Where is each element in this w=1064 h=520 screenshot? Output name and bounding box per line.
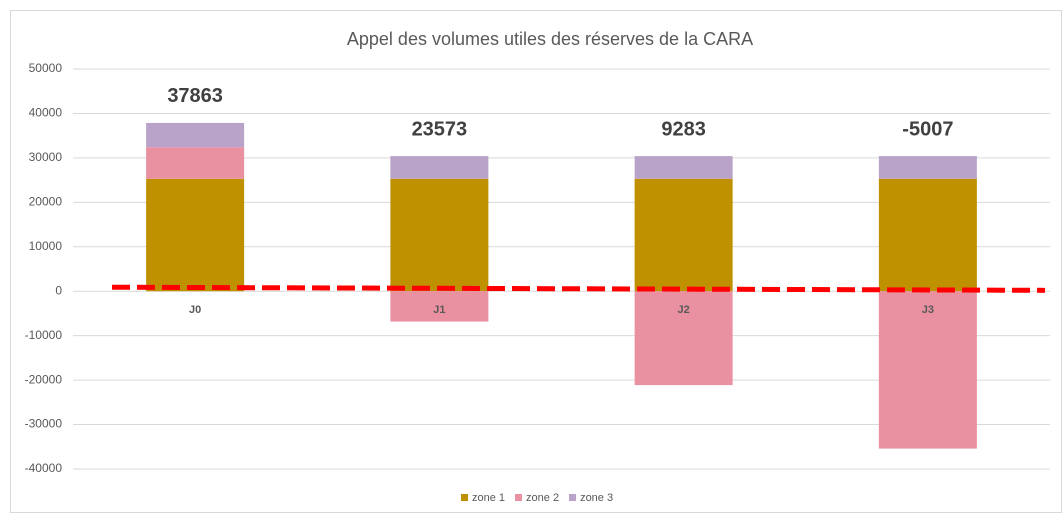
y-tick-label: -10000 xyxy=(25,328,63,342)
bar-segment xyxy=(878,178,977,292)
bar-segment xyxy=(146,178,245,292)
x-tick-label: J3 xyxy=(922,304,934,316)
total-label: 37863 xyxy=(167,85,223,107)
bar-segment xyxy=(634,178,733,292)
y-tick-label: 20000 xyxy=(29,195,63,209)
bar-segment xyxy=(878,291,977,449)
legend-swatch xyxy=(515,494,523,501)
reference-line xyxy=(111,284,1046,293)
bar-segment xyxy=(390,178,489,292)
y-tick-label: 50000 xyxy=(29,61,63,75)
bar-segment xyxy=(146,147,245,179)
y-tick-label: 40000 xyxy=(29,106,63,120)
total-label: 23573 xyxy=(412,118,468,140)
bar-segment xyxy=(634,291,733,386)
legend: zone 1 zone 2 zone 3 xyxy=(461,492,613,504)
legend-swatch xyxy=(569,494,577,501)
x-tick-label: J2 xyxy=(678,304,690,316)
legend-label: zone 3 xyxy=(580,492,613,504)
y-tick-label: 10000 xyxy=(29,239,63,253)
chart-title: Appel des volumes utiles des réserves de… xyxy=(347,29,753,49)
total-label: -5007 xyxy=(902,118,953,140)
bar-segment xyxy=(146,122,245,148)
bar-segment xyxy=(634,156,733,179)
y-tick-label: 0 xyxy=(55,283,62,297)
y-tick-label: -40000 xyxy=(25,461,63,475)
bar-segment xyxy=(878,156,977,179)
legend-label: zone 2 xyxy=(526,492,559,504)
bar-segment xyxy=(390,291,489,322)
x-tick-label: J0 xyxy=(189,304,201,316)
y-tick-label: 30000 xyxy=(29,150,63,164)
y-tick-label: -20000 xyxy=(25,372,63,386)
total-label: 9283 xyxy=(661,118,706,140)
y-tick-label: -30000 xyxy=(25,417,63,431)
legend-label: zone 1 xyxy=(472,492,505,504)
x-tick-label: J1 xyxy=(433,304,445,316)
bar-segment xyxy=(390,156,489,179)
legend-swatch xyxy=(461,494,468,501)
